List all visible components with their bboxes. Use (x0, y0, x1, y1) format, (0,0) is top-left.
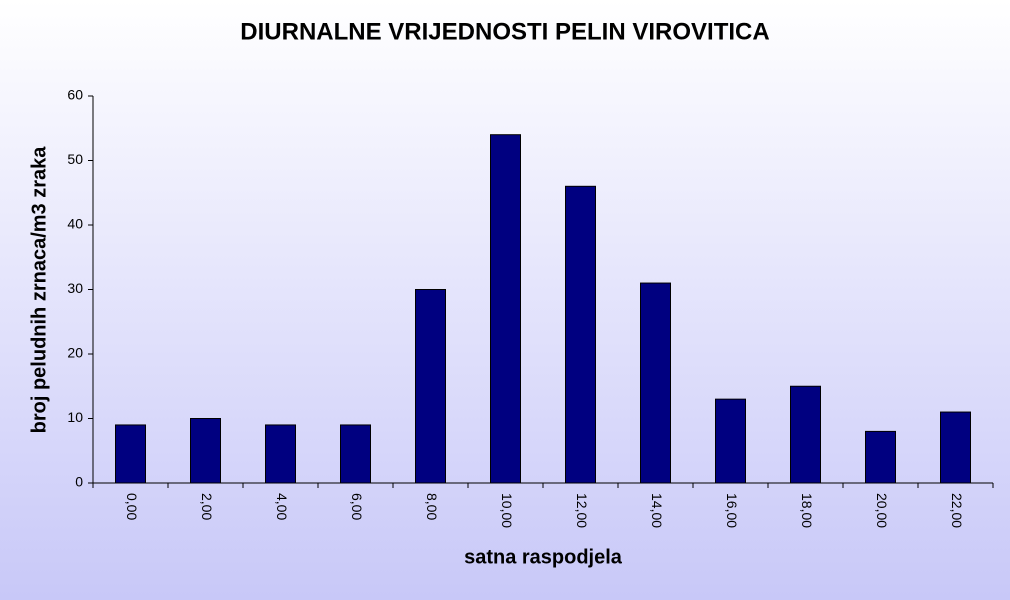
bar (565, 185, 596, 484)
y-tick-label: 0 (75, 474, 83, 490)
y-tick-label: 30 (67, 280, 83, 296)
x-tick-label: 2,00 (199, 493, 215, 520)
bar (190, 418, 221, 484)
y-axis-label: broj peludnih zrnaca/m3 zraka (28, 146, 50, 434)
x-axis-label: satna raspodjela (464, 546, 623, 568)
y-tick-label: 20 (67, 345, 83, 361)
bar (790, 385, 821, 484)
chart-title: DIURNALNE VRIJEDNOSTI PELIN VIROVITICA (240, 18, 769, 45)
x-tick-label: 6,00 (349, 493, 365, 520)
bar (640, 282, 671, 484)
y-tick-label: 10 (67, 409, 83, 425)
x-tick-label: 22,00 (949, 493, 965, 528)
bar (415, 289, 446, 484)
x-tick-label: 16,00 (724, 493, 740, 528)
bar (940, 411, 971, 484)
x-tick-label: 20,00 (874, 493, 890, 528)
x-tick-label: 4,00 (274, 493, 290, 520)
x-tick-label: 0,00 (124, 493, 140, 520)
bar (265, 424, 296, 484)
bar (865, 430, 896, 484)
x-tick-label: 12,00 (574, 493, 590, 528)
bar (340, 424, 371, 484)
bar (490, 134, 521, 484)
x-tick-label: 8,00 (424, 493, 440, 520)
y-tick-label: 50 (67, 151, 83, 167)
x-tick-label: 18,00 (799, 493, 815, 528)
x-tick-label: 14,00 (649, 493, 665, 528)
y-tick-label: 60 (67, 87, 83, 103)
bar (115, 424, 146, 484)
y-tick-label: 40 (67, 216, 83, 232)
x-tick-label: 10,00 (499, 493, 515, 528)
bar (715, 398, 746, 484)
